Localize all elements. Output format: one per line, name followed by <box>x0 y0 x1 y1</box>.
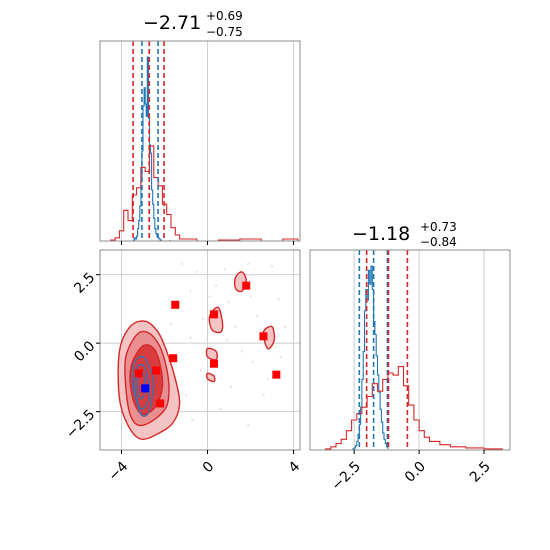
hist-panel-x: −2.71 +0.69 −0.75 <box>99 9 301 245</box>
scatter-faint-point <box>180 262 183 265</box>
hist-x-quantile-lines <box>132 41 165 241</box>
red-square-marker <box>134 369 143 378</box>
red-square-marker <box>156 399 165 408</box>
scatter-faint-point <box>202 317 205 320</box>
scatter-faint-point <box>189 290 192 293</box>
red-contour-level-3 <box>129 344 164 416</box>
scatter-faint-point <box>247 262 250 265</box>
scatter-faint-point <box>255 314 258 317</box>
scatter-faint-point <box>200 369 203 372</box>
scatter-faint-point <box>277 298 280 301</box>
title-x-minus: −0.75 <box>206 25 243 39</box>
scatter-faint-point <box>189 336 192 339</box>
blue-contour <box>131 355 155 417</box>
red-contour-level-1 <box>206 372 216 383</box>
title-x-plus: +0.69 <box>206 9 243 23</box>
red-square-marker <box>272 370 281 379</box>
hist-y-grid <box>353 250 485 450</box>
hist-x-grid <box>121 41 295 241</box>
scatter-faint-point <box>251 361 254 364</box>
scatter-faint-point <box>240 350 243 353</box>
title-y-median: −1.18 <box>352 223 410 245</box>
hist-x-frame <box>99 40 301 242</box>
scatter-faint-point <box>249 295 252 298</box>
blue-square-marker <box>141 384 150 393</box>
scatter-xtick-label: −4 <box>105 459 131 485</box>
blue-contour <box>136 371 146 400</box>
scatter-faint-point <box>195 270 198 273</box>
blue-density-contours <box>131 355 155 417</box>
scatter-ytick-label: 0.0 <box>71 338 98 365</box>
scatter-ytick-label: −2.5 <box>63 407 98 442</box>
scatter-faint-point <box>225 339 228 342</box>
hist-y-xtick-label: 0.0 <box>402 459 429 486</box>
hist-y-quantile-lines <box>358 250 409 450</box>
scatter-ytick-label: 2.5 <box>71 270 98 297</box>
red-square-marker <box>151 366 160 375</box>
scatter-xtick-label: 4 <box>286 459 304 477</box>
scatter-faint-point <box>279 355 282 358</box>
red-square-marker <box>209 310 218 319</box>
scatter-faint-point <box>262 394 265 397</box>
scatter-faint-point <box>253 273 256 276</box>
hist-panel-y: −2.5 0.0 2.5 −1.18 +0.73 −0.84 <box>309 220 511 494</box>
red-square-marker <box>169 354 178 363</box>
scatter-frame <box>99 249 301 451</box>
scatter-faint-point <box>185 394 188 397</box>
scatter-faint-point <box>215 284 218 287</box>
scatter-faint-point <box>283 325 286 328</box>
scatter-faint-point <box>247 424 250 427</box>
title-x-median: −2.71 <box>143 12 201 34</box>
scatter-faint-point <box>223 268 226 271</box>
scatter-faint-point <box>230 385 233 388</box>
scatter-faint-point <box>271 265 274 268</box>
red-contour-level-1 <box>205 347 218 361</box>
scatter-faint-point <box>208 295 211 298</box>
red-contour-level-1 <box>262 325 276 350</box>
scatter-faint-point <box>191 418 194 421</box>
scatter-faint-point <box>169 322 172 325</box>
hist-y-frame <box>309 249 511 451</box>
hist-y-step-line <box>351 265 389 450</box>
scatter-faint-point <box>266 377 269 380</box>
hist-y-xtick-label: −2.5 <box>329 459 364 494</box>
scatter-panel: −4 0 4 −2.5 0.0 2.5 <box>63 249 304 485</box>
red-square-marker <box>259 332 268 341</box>
hist-y-xtick-label: 2.5 <box>467 459 494 486</box>
scatter-faint-points <box>169 262 286 427</box>
red-square-marker <box>242 281 251 290</box>
red-square-marker <box>171 300 180 309</box>
title-y-minus: −0.84 <box>420 235 457 249</box>
hist-y-ticks: −2.5 0.0 2.5 <box>329 450 494 494</box>
scatter-faint-point <box>228 301 231 304</box>
title-y-plus: +0.73 <box>420 220 457 234</box>
hist-x-ticks <box>121 241 295 245</box>
scatter-faint-point <box>219 407 222 410</box>
red-square-marker <box>209 359 218 368</box>
scatter-xtick-label: 0 <box>200 459 218 477</box>
scatter-faint-point <box>234 325 237 328</box>
scatter-markers <box>134 281 281 408</box>
blue-contour <box>133 363 151 410</box>
